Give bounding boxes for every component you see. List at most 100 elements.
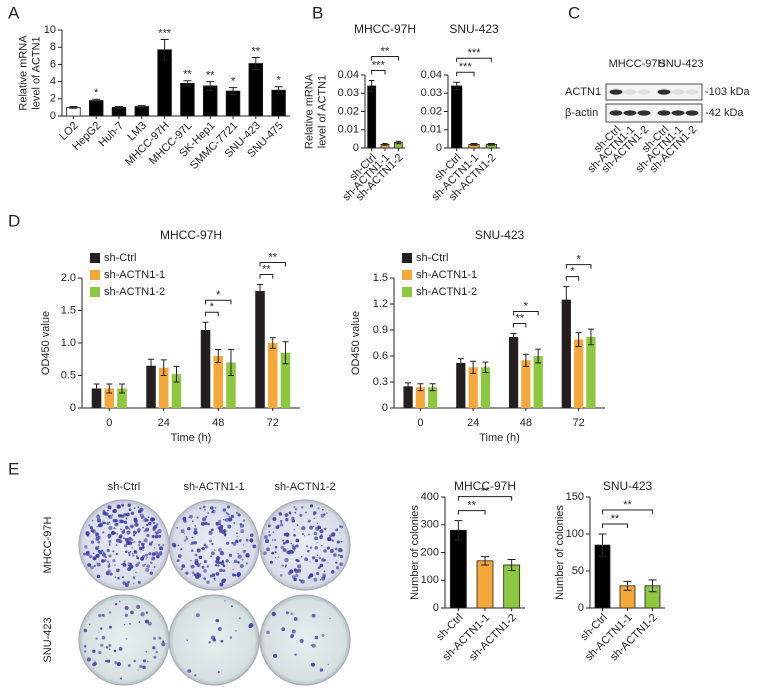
colony-dot — [138, 540, 142, 544]
colony-dot — [234, 574, 237, 577]
colony-dot — [209, 539, 213, 543]
colony-dot — [124, 613, 129, 617]
colony-dot — [138, 546, 143, 551]
colony-dot — [284, 557, 289, 563]
colony-dot — [191, 541, 195, 545]
colony-dot — [125, 525, 129, 530]
colony-dot — [187, 527, 191, 531]
colony-dot — [97, 545, 100, 548]
colony-dot — [136, 556, 140, 560]
colony-dot — [321, 544, 323, 547]
colony-dot — [115, 552, 118, 556]
error-bar — [206, 81, 215, 91]
colony-dot — [102, 511, 107, 516]
colony-dot — [90, 540, 95, 544]
colony-dot — [206, 565, 209, 568]
colony-dot — [207, 522, 210, 526]
colony-dot — [97, 535, 101, 539]
bar — [200, 330, 211, 408]
colony-dot — [132, 576, 135, 579]
colony-dot — [155, 651, 158, 654]
colony-dot — [127, 664, 131, 667]
y-tick-label: 4 — [50, 76, 56, 88]
column-label: sh-ACTN1-1 — [183, 481, 244, 493]
colony-dot — [220, 560, 225, 566]
colony-dot — [129, 622, 131, 625]
y-tick-label: 2 — [50, 93, 56, 105]
colony-dot — [121, 503, 125, 507]
colony-dot — [185, 537, 189, 541]
chart-title: MHCC-97H — [354, 22, 416, 36]
bar — [449, 529, 467, 609]
colony-dot — [202, 505, 206, 509]
colony-dot — [331, 532, 336, 537]
colony-dot — [132, 534, 136, 537]
colony-dot — [191, 536, 194, 539]
colony-dot — [264, 539, 270, 544]
y-tick-label: 8 — [50, 41, 56, 53]
y-tick-label: 0.03 — [338, 87, 359, 99]
culture-dish — [259, 499, 351, 591]
colony-dot — [151, 556, 156, 561]
colony-dot — [297, 564, 302, 569]
error-bar — [93, 383, 100, 394]
legend-swatch — [90, 253, 100, 263]
colony-dot — [138, 621, 141, 623]
y-axis-label: level of ACTN1 — [30, 36, 42, 109]
colony-dot — [152, 521, 156, 525]
colony-dot — [190, 543, 192, 546]
colony-dot — [115, 538, 120, 543]
colony-dot — [147, 660, 149, 663]
y-tick-label: 1.2 — [373, 298, 388, 310]
colony-dot — [98, 631, 100, 633]
y-tick-label: 100 — [566, 528, 584, 540]
colony-dot — [158, 534, 162, 539]
colony-dot — [121, 530, 125, 534]
colony-dot — [127, 580, 130, 584]
error-bar — [487, 142, 495, 146]
colony-dot — [140, 612, 145, 617]
colony-dot — [319, 529, 324, 534]
colony-dot — [130, 610, 134, 615]
colony-dot — [116, 522, 119, 526]
culture-dish — [259, 594, 351, 686]
colony-dot — [235, 532, 238, 535]
colony-dot — [237, 554, 242, 559]
colony-dot — [309, 504, 314, 508]
colony-dot — [100, 643, 104, 647]
colony-dot — [290, 635, 294, 639]
chart-title: MHCC-97H — [454, 479, 516, 493]
colony-dot — [145, 611, 149, 614]
colony-dot — [236, 572, 242, 577]
colony-dot — [115, 527, 117, 530]
colony-dot — [89, 526, 93, 530]
colony-dot — [119, 600, 121, 603]
x-tick-label: 0 — [106, 417, 112, 429]
colony-dot — [137, 580, 141, 584]
colony-dot — [150, 561, 153, 564]
significance-label: ** — [623, 499, 632, 511]
colony-dot — [85, 531, 90, 536]
colony-dot — [336, 566, 340, 570]
colony-dot — [321, 508, 324, 511]
bar — [134, 106, 150, 117]
colony-dot — [145, 558, 148, 560]
colony-dot — [129, 562, 132, 566]
colony-dot — [204, 521, 208, 526]
error-bar — [395, 140, 401, 145]
colony-dot — [162, 543, 165, 547]
colony-dot — [130, 541, 133, 544]
y-tick-label: 2.0 — [61, 272, 76, 284]
bar — [503, 564, 521, 609]
colony-dot — [319, 579, 322, 581]
significance-bracket — [457, 496, 513, 501]
x-tick-label: 72 — [573, 417, 585, 429]
chart-title: MHCC-97H — [160, 228, 222, 242]
bar — [456, 362, 466, 408]
significance-bracket — [565, 264, 592, 269]
error-bar — [563, 286, 570, 314]
colony-dot — [141, 554, 146, 559]
colony-dot — [212, 509, 215, 512]
blot-size-label: -103 kDa — [705, 86, 751, 98]
colony-dot — [267, 524, 271, 528]
